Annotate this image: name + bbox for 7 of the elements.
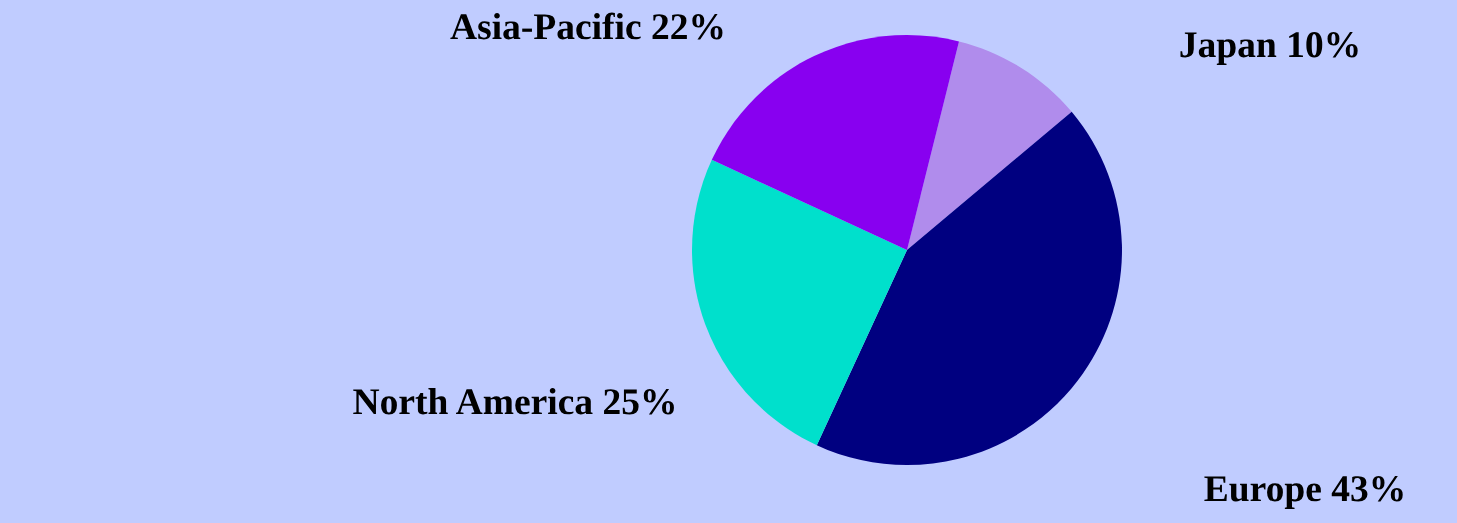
slice-label: Asia-Pacific 22% xyxy=(450,12,723,40)
slice-label: North America 25% xyxy=(353,388,674,415)
slice-label: Europe 43% xyxy=(1204,476,1403,509)
pie-slice xyxy=(907,41,1072,250)
slice-label: Japan 10% xyxy=(1180,32,1358,65)
pie-slice xyxy=(692,159,907,446)
pie-slice xyxy=(816,111,1122,465)
